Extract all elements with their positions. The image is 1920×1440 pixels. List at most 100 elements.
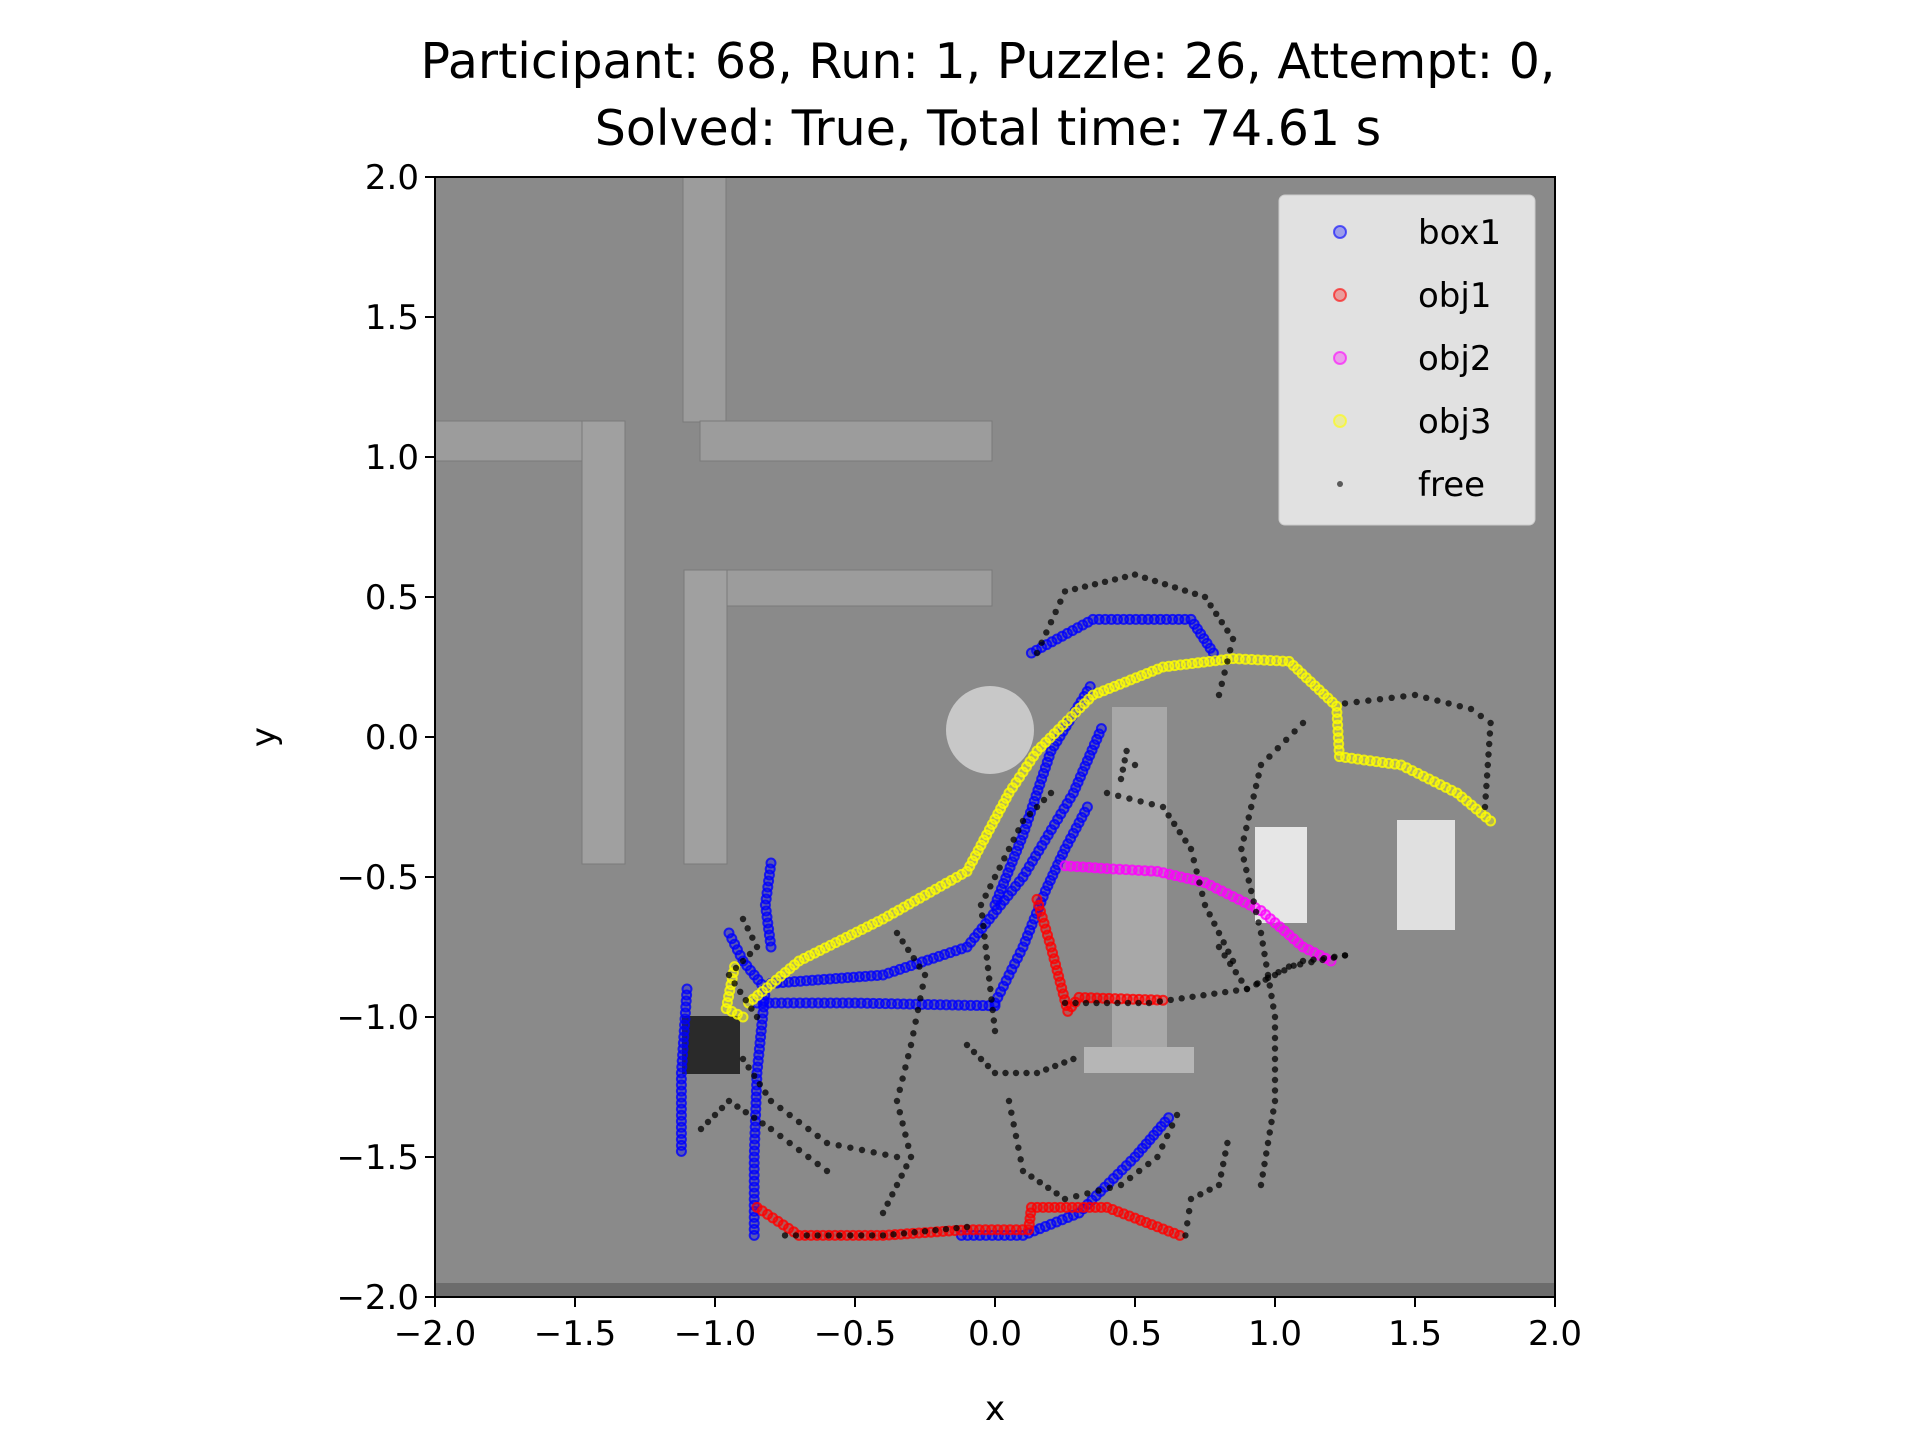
point-free (905, 1053, 912, 1060)
point-free (1257, 1181, 1265, 1189)
point-free (1181, 587, 1189, 594)
point-box1 (1042, 880, 1054, 892)
point-obj3 (1412, 767, 1424, 779)
point-free (989, 1006, 996, 1014)
point-obj2 (1216, 885, 1228, 897)
point-free (942, 1225, 950, 1233)
point-free (1268, 1118, 1275, 1126)
point-obj3 (737, 1011, 749, 1023)
point-free (911, 1229, 918, 1236)
point-free (1220, 1160, 1227, 1168)
point-free (1252, 908, 1260, 916)
point-free (899, 1120, 906, 1127)
point-obj3 (814, 945, 826, 956)
point-free (1047, 619, 1055, 626)
point-free (746, 950, 754, 958)
point-free (1131, 571, 1139, 578)
point-box1 (1062, 1211, 1074, 1223)
point-box1 (1006, 963, 1018, 975)
point-obj1 (1129, 1212, 1141, 1224)
point-free (1151, 577, 1159, 585)
point-free (1093, 999, 1100, 1007)
point-box1 (1079, 760, 1091, 772)
point-free (725, 1097, 733, 1105)
point-free (1057, 598, 1064, 605)
point-free (983, 954, 991, 961)
point-free (1040, 796, 1048, 804)
point-free (1106, 1184, 1114, 1192)
point-free (1270, 1003, 1277, 1010)
point-free (749, 934, 756, 941)
point-box1 (1070, 822, 1082, 834)
point-free (980, 922, 987, 930)
point-free (1010, 1121, 1017, 1128)
point-free (1222, 1150, 1229, 1157)
point-free (1266, 753, 1273, 760)
point-free (756, 1081, 763, 1088)
point-obj1 (1163, 1225, 1175, 1237)
point-free (795, 1118, 803, 1126)
point-free (1257, 929, 1265, 937)
point-free (889, 1191, 896, 1198)
point-box1 (1024, 924, 1036, 936)
point-free (1101, 578, 1109, 585)
point-free (805, 1125, 812, 1133)
point-free (1126, 1174, 1134, 1182)
point-free (912, 1018, 919, 1025)
point-free (921, 1228, 929, 1235)
point-free (1091, 581, 1099, 588)
point-free (1159, 1143, 1166, 1150)
point-free (1263, 1150, 1270, 1157)
point-box1 (1034, 1223, 1046, 1235)
point-free (1232, 969, 1240, 976)
point-free (731, 980, 738, 987)
point-free (1012, 1069, 1020, 1077)
point-free (1052, 1062, 1059, 1070)
point-free (900, 1230, 908, 1237)
point-free (711, 1111, 719, 1119)
point-free (1218, 619, 1226, 626)
point-box1 (1088, 739, 1100, 751)
point-free (1002, 1069, 1009, 1077)
point-free (814, 1232, 821, 1239)
point-free (742, 997, 749, 1004)
point-box1 (1049, 864, 1061, 876)
point-free (1253, 981, 1260, 988)
point-free (982, 892, 989, 899)
series-free (697, 571, 1494, 1239)
point-free (977, 1055, 985, 1063)
point-free (745, 1064, 752, 1071)
point-obj1 (1146, 1219, 1158, 1231)
point-free (902, 1064, 909, 1071)
point-free (1271, 1013, 1279, 1021)
point-free (1005, 1097, 1013, 1105)
point-box1 (1065, 833, 1077, 844)
point-free (823, 1139, 831, 1147)
legend-label: obj1 (1418, 276, 1491, 316)
point-free (1148, 801, 1156, 808)
series-obj1 (751, 893, 1186, 1241)
point-free (1061, 999, 1069, 1007)
point-box1 (731, 944, 743, 956)
point-obj3 (1406, 765, 1418, 777)
point-free (1271, 1045, 1279, 1052)
point-obj3 (851, 926, 863, 938)
point-free (1061, 588, 1069, 595)
point-free (907, 1153, 915, 1161)
point-free (1045, 1184, 1052, 1192)
point-box1 (748, 1229, 760, 1241)
point-free (1215, 943, 1223, 951)
legend-marker (1333, 414, 1347, 428)
point-free (1197, 1191, 1204, 1198)
point-free (792, 1232, 800, 1239)
point-box1 (1081, 755, 1093, 767)
point-free (1173, 1111, 1181, 1119)
point-free (748, 1005, 755, 1012)
scene-pillar (1112, 707, 1167, 1047)
point-free (1271, 971, 1279, 979)
point-obj3 (804, 950, 815, 962)
point-free (1033, 803, 1041, 811)
point-free (917, 995, 924, 1002)
point-free (1271, 1087, 1279, 1094)
point-free (903, 1163, 910, 1170)
